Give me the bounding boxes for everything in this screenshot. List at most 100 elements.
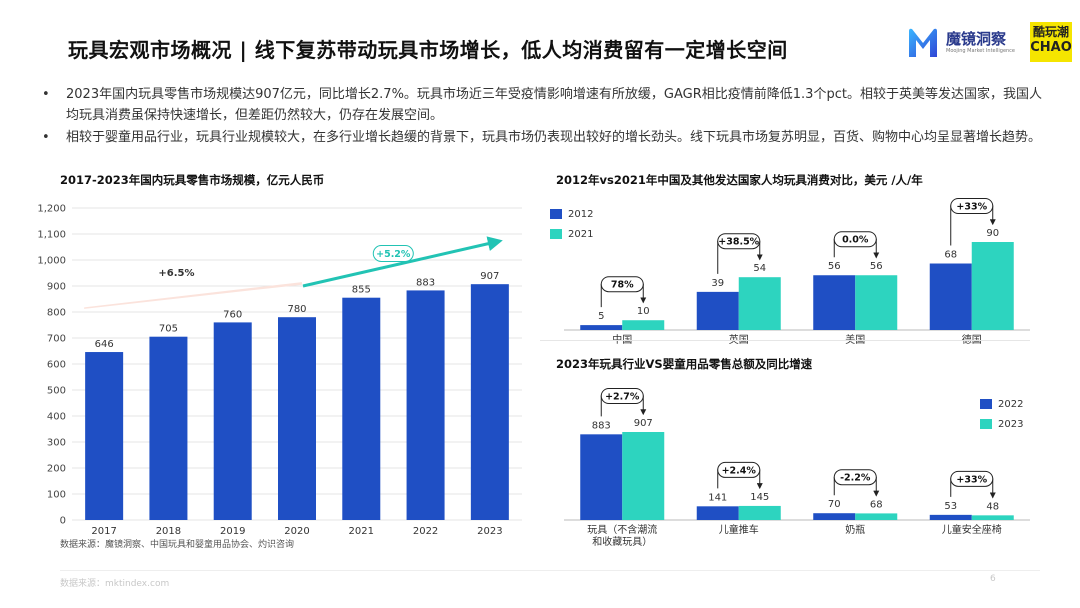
chart2-title: 2012年vs2021年中国及其他发达国家人均玩具消费对比，美元 /人/年 <box>556 173 923 187</box>
x-tick-label-line: 玩具（不含潮流 <box>587 523 657 536</box>
bar <box>149 336 188 520</box>
y-tick-label: 200 <box>47 464 66 475</box>
bar-value-label: 646 <box>95 339 114 350</box>
legend-swatch-blue <box>550 209 562 219</box>
x-tick-label-line: 德国 <box>962 333 982 346</box>
growth-label-2017-2020: +6.5% <box>158 268 194 279</box>
bar-value-label: 70 <box>828 499 841 510</box>
bar-2022 <box>696 506 739 520</box>
per-capita-chart: 5 10 中国 78% 39 54 英国 +38.5% 56 56 美国 0.0% 68 90 德国 +33% <box>564 198 1030 346</box>
y-tick-label: 0 <box>60 516 66 527</box>
legend-label: 2012 <box>568 209 594 220</box>
legend-item-2012: 2012 <box>550 208 593 228</box>
x-tick-label: 2017 <box>91 526 116 537</box>
chao-logo-line1: 酷玩潮 <box>1032 25 1069 39</box>
y-tick-label: 100 <box>47 490 66 501</box>
x-tick-label: 2020 <box>284 526 309 537</box>
trend-arrow-2020-2023 <box>302 236 503 288</box>
legend-item-2023: 2023 <box>980 418 1023 438</box>
chart2-legend: 2012 2021 <box>550 208 593 248</box>
x-tick-label: 德国 <box>962 333 982 346</box>
bar-value-label: 10 <box>637 306 650 317</box>
x-tick-label-line: 奶瓶 <box>845 523 865 536</box>
growth-label: +2.7% <box>605 392 640 403</box>
bullet-item: • 2023年国内玩具零售市场规模达907亿元，同比增长2.7%。玩具市场近三年… <box>42 84 1042 126</box>
x-tick-label: 美国 <box>845 333 865 346</box>
x-tick-label-line: 儿童推车 <box>719 523 759 536</box>
y-tick-label: 1,200 <box>37 204 66 215</box>
growth-badge <box>833 231 877 248</box>
bar-2023 <box>855 513 898 520</box>
bullet-dot: • <box>42 87 50 102</box>
bar-value-label: 56 <box>828 261 841 272</box>
bar-2022 <box>929 514 972 520</box>
bar-2023 <box>738 505 781 520</box>
bar-value-label: 705 <box>159 324 178 335</box>
bar-2023 <box>971 515 1014 520</box>
data-source-note: 数据来源：魔镜洞察、中国玩具和婴童用品协会、灼识咨询 <box>60 540 295 550</box>
legend-swatch-teal <box>550 229 562 239</box>
bar <box>85 352 124 520</box>
x-tick-label: 奶瓶 <box>845 523 865 536</box>
growth-label: +2.4% <box>722 465 757 476</box>
x-tick-label: 2018 <box>156 526 181 537</box>
bar-2021 <box>971 242 1014 330</box>
summary-bullets: • 2023年国内玩具零售市场规模达907亿元，同比增长2.7%。玩具市场近三年… <box>42 84 1042 149</box>
growth-badge <box>833 469 877 486</box>
chart3-legend: 2022 2023 <box>980 398 1023 438</box>
bar-2012 <box>929 263 972 330</box>
legend-swatch-blue <box>980 399 992 409</box>
y-tick-label: 1,000 <box>37 256 66 267</box>
market-size-chart: 0 100 200 300 400 500 600 700 800 900 1,000 1,100 1,… <box>37 204 522 537</box>
legend-swatch-teal <box>980 419 992 429</box>
bullet-item: • 相较于婴童用品行业，玩具行业规模较大，在多行业增长趋缓的背景下，玩具市场仍表… <box>42 127 1042 148</box>
bar-value-label: 780 <box>287 304 306 315</box>
bar-2012 <box>696 291 739 330</box>
bar <box>470 284 509 520</box>
y-tick-label: 300 <box>47 438 66 449</box>
x-tick-label: 英国 <box>729 333 749 346</box>
y-tick-label: 500 <box>47 386 66 397</box>
growth-label: 78% <box>611 280 634 291</box>
bullet-text: 2023年国内玩具零售市场规模达907亿元，同比增长2.7%。玩具市场近三年受疫… <box>66 87 1042 123</box>
y-tick-label: 600 <box>47 360 66 371</box>
x-tick-label: 2023 <box>477 526 502 537</box>
bar-value-label: 141 <box>708 492 727 503</box>
page-title: 玩具宏观市场概况 | 线下复苏带动玩具市场增长，低人均消费留有一定增长空间 <box>68 38 788 62</box>
bar-value-label: 855 <box>352 285 371 296</box>
bar-2021 <box>738 277 781 330</box>
y-tick-label: 800 <box>47 308 66 319</box>
growth-label-2020-2023: +5.2% <box>376 249 411 260</box>
bar-value-label: 90 <box>986 228 999 239</box>
divider-line <box>540 340 1030 341</box>
bar-value-label: 907 <box>634 418 653 429</box>
bar-value-label: 883 <box>592 420 611 431</box>
x-tick-label: 儿童推车 <box>719 523 759 536</box>
legend-item-2021: 2021 <box>550 228 593 248</box>
bar-2022 <box>580 434 623 520</box>
growth-label: +38.5% <box>718 237 759 248</box>
toy-vs-baby-chart: 883 907 玩具（不含潮流和收藏玩具） +2.7% 141 145 儿童推车 +2.4% 7… <box>564 388 1030 548</box>
x-tick-label-line: 和收藏玩具） <box>592 535 652 548</box>
bar-value-label: 48 <box>986 501 999 512</box>
x-tick-label: 儿童安全座椅 <box>942 523 1002 536</box>
y-tick-label: 900 <box>47 282 66 293</box>
x-tick-label-line: 中国 <box>612 333 632 346</box>
growth-badge <box>372 245 414 262</box>
bar-2022 <box>813 513 856 520</box>
bullet-dot: • <box>42 130 50 145</box>
bar-2021 <box>855 275 898 330</box>
legend-label: 2023 <box>998 419 1024 430</box>
growth-badge <box>950 198 994 214</box>
bar <box>278 317 316 520</box>
growth-badge <box>717 461 761 478</box>
x-tick-label-line: 儿童安全座椅 <box>942 523 1002 536</box>
x-tick-label-line: 美国 <box>845 333 865 346</box>
trend-arrow-2017-2020 <box>84 282 302 309</box>
bar-value-label: 68 <box>944 250 957 261</box>
bar-value-label: 907 <box>480 271 499 282</box>
x-tick-label: 玩具（不含潮流和收藏玩具） <box>587 523 657 548</box>
chao-logo: 酷玩潮 CHAO <box>1030 22 1072 62</box>
moojing-m-icon <box>909 28 937 57</box>
y-tick-label: 400 <box>47 412 66 423</box>
